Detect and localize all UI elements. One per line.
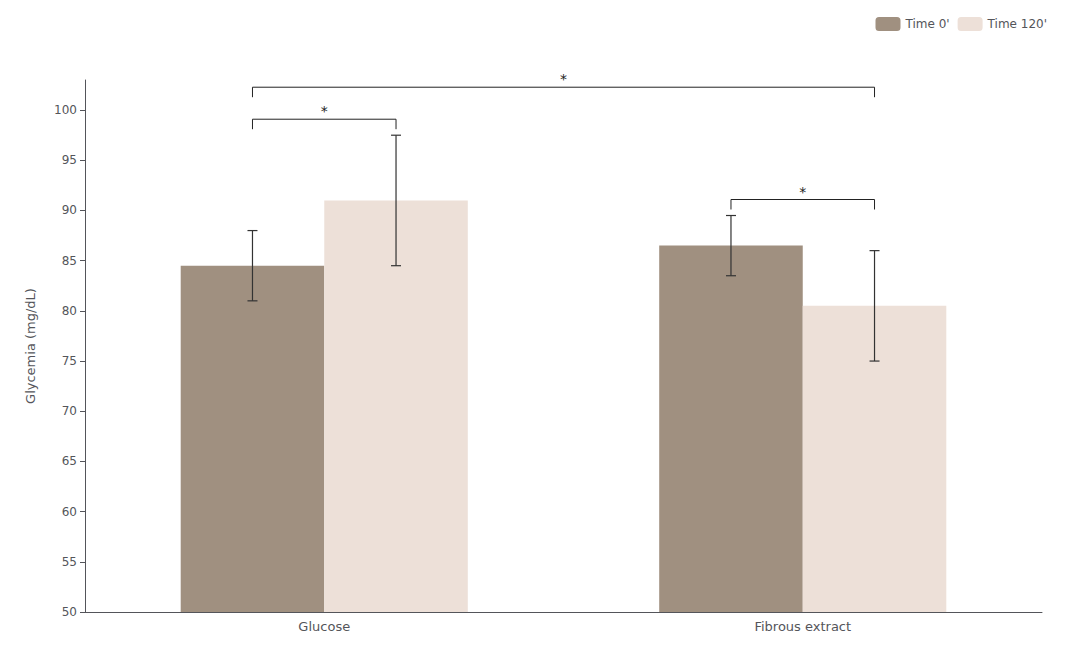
- svg-text:90: 90: [62, 203, 77, 217]
- svg-text:75: 75: [62, 354, 77, 368]
- svg-text:85: 85: [62, 254, 77, 268]
- svg-text:80: 80: [62, 304, 77, 318]
- svg-text:50: 50: [62, 605, 77, 619]
- svg-text:Glucose: Glucose: [298, 619, 350, 634]
- svg-text:*: *: [321, 103, 328, 119]
- svg-text:Fibrous extract: Fibrous extract: [754, 619, 851, 634]
- svg-text:Time 0': Time 0': [905, 17, 950, 31]
- svg-text:60: 60: [62, 505, 77, 519]
- svg-text:100: 100: [54, 103, 77, 117]
- svg-text:55: 55: [62, 555, 77, 569]
- svg-text:95: 95: [62, 153, 77, 167]
- svg-text:Time 120': Time 120': [987, 17, 1047, 31]
- svg-text:Glycemia (mg/dL): Glycemia (mg/dL): [23, 288, 38, 404]
- svg-text:70: 70: [62, 404, 77, 418]
- svg-text:*: *: [560, 71, 567, 87]
- svg-text:*: *: [799, 184, 806, 200]
- svg-text:65: 65: [62, 454, 77, 468]
